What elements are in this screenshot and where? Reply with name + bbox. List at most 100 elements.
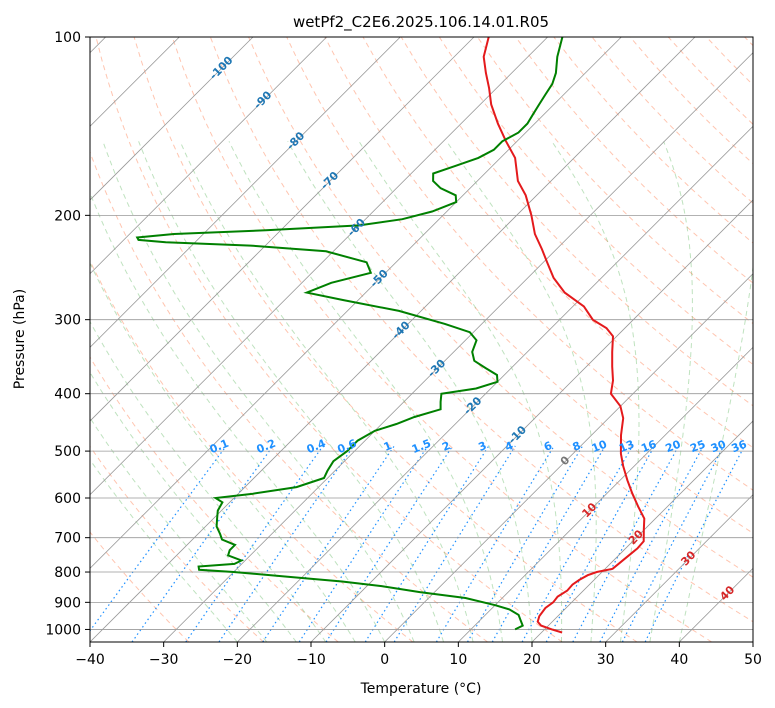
background-lines xyxy=(90,37,753,642)
y-tick-label: 800 xyxy=(54,565,81,581)
isotherm-line xyxy=(90,37,401,348)
dry-adiabat xyxy=(171,37,712,642)
mixing-ratio-line xyxy=(325,445,454,642)
mixing-ratio-line xyxy=(131,445,274,642)
mixing-ratio-label: 0.1 xyxy=(208,437,231,456)
x-tick-label: 50 xyxy=(744,652,762,668)
isotherm-label: 40 xyxy=(717,583,737,603)
y-tick-label: 900 xyxy=(54,595,81,611)
axis-ticks: −40 −30 −20 −10 0 10 20 30 40 50 100 200 300 400 500 60… xyxy=(45,30,762,668)
dry-adiabat xyxy=(667,37,753,125)
isotherm-line xyxy=(163,52,753,642)
mixing-ratio-line xyxy=(572,445,680,642)
y-tick-label: 1000 xyxy=(45,622,81,638)
mixing-ratio-line xyxy=(521,445,634,642)
mixing-ratio-line xyxy=(298,445,429,642)
mixing-ratio-line xyxy=(491,445,606,642)
isotherm-label: 10 xyxy=(579,500,599,520)
dry-adiabat xyxy=(515,37,753,284)
isotherm-label: -60 xyxy=(345,216,368,239)
isotherm-line xyxy=(605,494,753,642)
profile-lines xyxy=(135,37,646,634)
isotherm-line xyxy=(458,346,753,642)
mixing-ratio-line xyxy=(185,445,324,642)
isotherm-line xyxy=(679,567,753,642)
mixing-ratio-label: 30 xyxy=(709,437,728,455)
isotherm-line xyxy=(90,37,548,496)
mixing-ratio-line xyxy=(393,445,516,642)
isotherm-line xyxy=(90,37,327,275)
isotherm-label: -100 xyxy=(207,53,236,82)
dry-adiabat xyxy=(90,531,190,642)
isotherm-line xyxy=(90,37,622,569)
dry-adiabat xyxy=(90,356,339,642)
mixing-ratio-label: 8 xyxy=(571,439,583,454)
isotherm-line xyxy=(752,641,753,642)
mixing-ratio-line xyxy=(545,445,656,642)
y-tick-label: 300 xyxy=(54,313,81,329)
y-tick-label: 700 xyxy=(54,531,81,547)
dry-adiabat xyxy=(706,37,753,86)
y-tick-label: 400 xyxy=(54,387,81,403)
mixing-ratio-line xyxy=(599,445,704,642)
x-tick-label: 10 xyxy=(449,652,467,668)
mixing-ratio-label: 1 xyxy=(382,439,394,454)
dry-adiabat xyxy=(209,37,753,623)
dry-adiabat xyxy=(744,37,753,47)
mixing-ratio-line xyxy=(644,445,746,642)
mixing-ratio-label: 36 xyxy=(730,437,749,455)
isotherm-label: -90 xyxy=(251,88,274,111)
y-tick-label: 200 xyxy=(54,208,81,224)
dry-adiabat xyxy=(90,259,414,642)
moist-adiabat xyxy=(90,416,268,642)
mixing-ratio-line xyxy=(218,445,355,642)
mixing-ratio-line xyxy=(435,445,555,642)
plot-frame xyxy=(89,36,754,643)
dry-adiabat xyxy=(248,37,753,578)
isotherm-label: -80 xyxy=(284,129,307,152)
isotherm-line xyxy=(384,273,753,642)
mixing-ratio-label: 10 xyxy=(590,437,609,455)
x-tick-label: −40 xyxy=(75,652,105,668)
y-tick-label: 600 xyxy=(54,491,81,507)
x-tick-label: −20 xyxy=(223,652,253,668)
dry-adiabat xyxy=(90,150,488,642)
dry-adiabat xyxy=(400,37,753,407)
mixing-ratio-label: 16 xyxy=(639,437,658,455)
mixing-ratio-line xyxy=(90,445,227,632)
isotherm-line xyxy=(237,125,753,642)
mixing-ratio-label: 2 xyxy=(440,439,452,454)
x-tick-label: −30 xyxy=(149,652,179,668)
x-tick-label: 40 xyxy=(670,652,688,668)
mixing-ratio-label: 0.6 xyxy=(336,437,359,456)
x-tick-label: 0 xyxy=(380,652,389,668)
isoline-labels: -100-90-80-70-60-50-40-30-20-10010203040… xyxy=(207,53,749,603)
moist-adiabat xyxy=(678,263,753,642)
moist-adiabat xyxy=(446,141,597,642)
mixing-ratio-label: 3 xyxy=(477,439,489,454)
mixing-ratio-label: 13 xyxy=(617,438,636,456)
x-tick-label: 30 xyxy=(597,652,615,668)
x-axis-label: Temperature (°C) xyxy=(360,681,482,697)
mixing-ratio-label: 0.2 xyxy=(255,437,278,456)
y-tick-label: 500 xyxy=(54,444,81,460)
chart-title: wetPf2_C2E6.2025.106.14.01.R05 xyxy=(293,13,549,32)
mixing-ratio-label: 25 xyxy=(688,438,707,456)
y-tick-label: 100 xyxy=(54,30,81,46)
isotherm-line xyxy=(531,420,753,642)
isotherm-label: -70 xyxy=(318,169,341,192)
moist-adiabat xyxy=(90,371,297,642)
mixing-ratio-label: 0.4 xyxy=(305,437,328,456)
y-axis-label: Pressure (hPa) xyxy=(12,289,28,389)
dry-adiabat xyxy=(591,37,753,204)
isotherm-line xyxy=(90,37,475,422)
moist-adiabat xyxy=(138,141,445,642)
x-tick-label: −10 xyxy=(296,652,326,668)
dry-adiabat xyxy=(438,37,753,366)
mixing-ratio-line xyxy=(262,445,395,642)
temperature-profile xyxy=(482,37,646,634)
mixing-ratio-line xyxy=(466,445,584,642)
dry-adiabat xyxy=(133,37,638,642)
isotherm-line xyxy=(90,37,696,642)
